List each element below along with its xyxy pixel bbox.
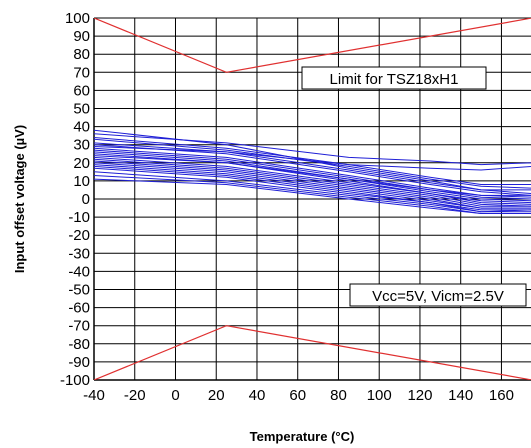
y-axis-title: Input offset voltage (µV) <box>12 125 27 273</box>
series-line-10 <box>94 151 531 202</box>
limit-annotation-box <box>301 66 487 90</box>
y-tick-label: 10 <box>73 173 90 190</box>
y-tick-label: 90 <box>73 28 90 45</box>
y-tick-label: 0 <box>82 191 90 208</box>
x-tick-label: -40 <box>83 387 105 404</box>
x-tick-label: 140 <box>448 387 473 404</box>
conditions-annotation-box <box>349 283 527 307</box>
y-tick-label: -70 <box>68 318 90 335</box>
annotations-group: Limit for TSZ18xH1 Vcc=5V, Vicm=2.5V <box>301 66 527 307</box>
series-line-20 <box>94 171 531 213</box>
y-tick-label: -90 <box>68 354 90 371</box>
series-line-14 <box>94 158 531 207</box>
limit-lines-group <box>94 18 531 380</box>
x-tick-label: 160 <box>489 387 514 404</box>
series-line-17 <box>94 164 531 209</box>
y-tick-label: 30 <box>73 137 90 154</box>
series-line-3 <box>94 137 531 185</box>
y-tick-label: -80 <box>68 336 90 353</box>
y-tick-label: 100 <box>65 10 90 27</box>
x-tick-label: 60 <box>289 387 306 404</box>
y-tick-label: -40 <box>68 263 90 280</box>
y-tick-label: -50 <box>68 282 90 299</box>
data-series-group <box>94 129 531 214</box>
y-tick-label: -30 <box>68 245 90 262</box>
series-line-12 <box>94 155 531 196</box>
lower-limit-line <box>94 325 531 380</box>
x-tick-label: 120 <box>407 387 432 404</box>
x-tick-label: 40 <box>249 387 266 404</box>
series-line-9 <box>94 149 531 200</box>
y-tick-label: 50 <box>73 101 90 118</box>
x-tick-label: 80 <box>330 387 347 404</box>
series-line-22 <box>94 178 531 214</box>
x-tick-label: 0 <box>171 387 179 404</box>
series-line-2 <box>94 133 531 166</box>
series-line-1 <box>94 129 531 191</box>
y-tick-label: -100 <box>60 372 90 389</box>
series-line-5 <box>94 142 531 195</box>
y-tick-label: 70 <box>73 64 90 81</box>
upper-limit-line <box>94 18 531 73</box>
series-line-15 <box>94 160 531 207</box>
y-tick-label: -60 <box>68 300 90 317</box>
y-tick-label: 20 <box>73 155 90 172</box>
conditions-annotation: Vcc=5V, Vicm=2.5V <box>372 288 504 305</box>
y-tick-label: 40 <box>73 119 90 136</box>
y-tick-label: -10 <box>68 209 90 226</box>
x-tick-label: 100 <box>367 387 392 404</box>
y-tick-label: 80 <box>73 46 90 63</box>
series-line-7 <box>94 146 531 171</box>
series-line-4 <box>94 138 531 189</box>
series-line-18 <box>94 165 531 211</box>
grid <box>93 17 531 381</box>
series-line-13 <box>94 156 531 205</box>
y-tick-label: 60 <box>73 82 90 99</box>
limit-annotation: Limit for TSZ18xH1 <box>330 71 459 88</box>
x-tick-label: 20 <box>208 387 225 404</box>
series-line-6 <box>94 144 531 196</box>
y-tick-label: -20 <box>68 227 90 244</box>
x-tick-label: -20 <box>124 387 146 404</box>
tick-labels-group: -40 -20 0 20 40 60 80 100 120 140 1601009080706050… <box>60 10 514 404</box>
x-axis-title: Temperature (°C) <box>250 429 355 444</box>
